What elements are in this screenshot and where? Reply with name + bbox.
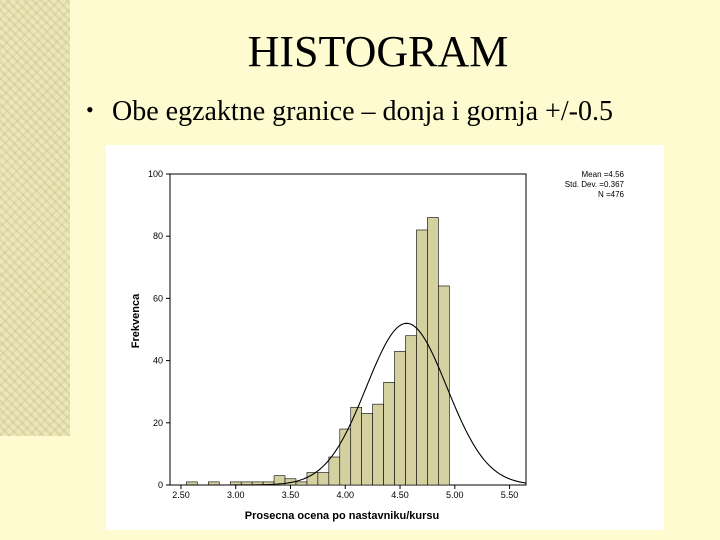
plot-area: 2.50 3.00 3.50 4.00 4.50 5.00 5.50 0 20 40 60 80 100 bbox=[148, 169, 527, 500]
histogram-bar bbox=[361, 413, 373, 486]
histogram-panel: 2.50 3.00 3.50 4.00 4.50 5.00 5.50 0 20 40 60 80 100… bbox=[106, 145, 664, 530]
y-tick-label: 60 bbox=[153, 293, 163, 303]
histogram-bar bbox=[328, 456, 341, 486]
histogram-bar bbox=[427, 217, 439, 486]
histogram-bar bbox=[295, 481, 308, 486]
stats-n: N =476 bbox=[598, 190, 625, 199]
x-tick-label: 3.50 bbox=[282, 490, 300, 500]
slide-title: HISTOGRAM bbox=[247, 27, 509, 76]
x-axis-label: Prosecna ocena po nastavniku/kursu bbox=[245, 510, 439, 522]
histogram-bar bbox=[372, 403, 384, 486]
y-tick-label: 40 bbox=[153, 356, 163, 366]
x-tick-label: 5.00 bbox=[446, 490, 464, 500]
x-tick-label: 3.00 bbox=[227, 490, 245, 500]
histogram-bar bbox=[383, 382, 395, 486]
x-tick-label: 2.50 bbox=[172, 490, 190, 500]
y-tick-label: 100 bbox=[148, 169, 163, 179]
y-tick-label: 0 bbox=[158, 480, 163, 490]
histogram-bar bbox=[438, 285, 450, 486]
bullet-item: • Obe egzaktne granice – donja i gornja +… bbox=[86, 96, 613, 128]
x-tick-label: 4.00 bbox=[336, 490, 354, 500]
bullet-text: Obe egzaktne granice – donja i gornja +/… bbox=[112, 96, 613, 127]
stats-mean: Mean =4.56 bbox=[582, 170, 625, 179]
y-tick-label: 80 bbox=[153, 231, 163, 241]
histogram-bar bbox=[339, 428, 352, 486]
normal-curve-line bbox=[170, 322, 527, 486]
histogram-bar bbox=[394, 350, 406, 486]
histogram-bar bbox=[416, 229, 428, 486]
stats-std-dev: Std. Dev. =0.367 bbox=[565, 180, 625, 189]
slide-side-texture bbox=[0, 0, 70, 436]
bullet-dot-icon: • bbox=[86, 97, 94, 122]
x-tick-label: 4.50 bbox=[391, 490, 409, 500]
x-tick-label: 5.50 bbox=[501, 490, 519, 500]
histogram-bar bbox=[317, 472, 330, 486]
stats-legend: Mean =4.56 Std. Dev. =0.367 N =476 bbox=[565, 170, 625, 199]
y-tick-label: 20 bbox=[153, 418, 163, 428]
y-axis-label: Frekvenca bbox=[130, 293, 142, 348]
histogram-chart: 2.50 3.00 3.50 4.00 4.50 5.00 5.50 0 20 40 60 80 100… bbox=[130, 169, 625, 522]
histogram-bar bbox=[405, 335, 417, 486]
